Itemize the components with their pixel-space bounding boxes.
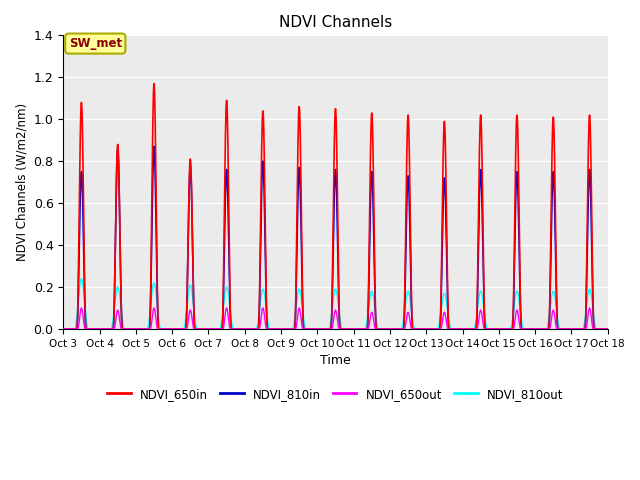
NDVI_650out <box>229 326 237 332</box>
Y-axis label: NDVI Channels (W/m2/nm): NDVI Channels (W/m2/nm) <box>15 103 28 261</box>
NDVI_810in <box>436 326 444 332</box>
Text: SW_met: SW_met <box>68 37 122 50</box>
Line: NDVI_810out: NDVI_810out <box>63 279 608 329</box>
Line: NDVI_810in: NDVI_810in <box>63 146 608 329</box>
NDVI_650out <box>124 326 132 332</box>
NDVI_810out <box>480 305 488 311</box>
NDVI_810out <box>604 326 612 332</box>
NDVI_810out <box>94 326 102 332</box>
NDVI_650in <box>94 326 102 332</box>
NDVI_810in <box>229 326 237 332</box>
NDVI_810out <box>60 326 67 332</box>
NDVI_810in <box>94 326 102 332</box>
NDVI_650in <box>125 326 132 332</box>
NDVI_650in <box>604 326 612 332</box>
X-axis label: Time: Time <box>320 354 351 367</box>
NDVI_650out <box>77 305 85 311</box>
NDVI_810in <box>150 144 158 149</box>
NDVI_810out <box>124 326 132 332</box>
NDVI_810out <box>125 326 132 332</box>
NDVI_810in <box>604 326 612 332</box>
NDVI_650in <box>229 326 237 332</box>
Line: NDVI_650out: NDVI_650out <box>63 308 608 329</box>
NDVI_650in <box>480 282 488 288</box>
NDVI_810out <box>229 325 237 331</box>
NDVI_650out <box>480 325 488 331</box>
NDVI_650out <box>125 326 132 332</box>
NDVI_810in <box>124 326 132 332</box>
NDVI_650in <box>150 81 158 86</box>
NDVI_650out <box>60 326 67 332</box>
NDVI_650out <box>604 326 612 332</box>
NDVI_810out <box>436 319 444 325</box>
NDVI_650in <box>60 326 67 332</box>
NDVI_810in <box>480 293 488 299</box>
Line: NDVI_650in: NDVI_650in <box>63 84 608 329</box>
Legend: NDVI_650in, NDVI_810in, NDVI_650out, NDVI_810out: NDVI_650in, NDVI_810in, NDVI_650out, NDV… <box>102 383 568 405</box>
NDVI_650out <box>94 326 102 332</box>
NDVI_810in <box>60 326 67 332</box>
NDVI_810out <box>77 276 85 282</box>
NDVI_650in <box>436 326 444 332</box>
NDVI_810in <box>125 326 132 332</box>
NDVI_650in <box>124 326 132 332</box>
NDVI_650out <box>436 326 444 332</box>
Title: NDVI Channels: NDVI Channels <box>279 15 392 30</box>
